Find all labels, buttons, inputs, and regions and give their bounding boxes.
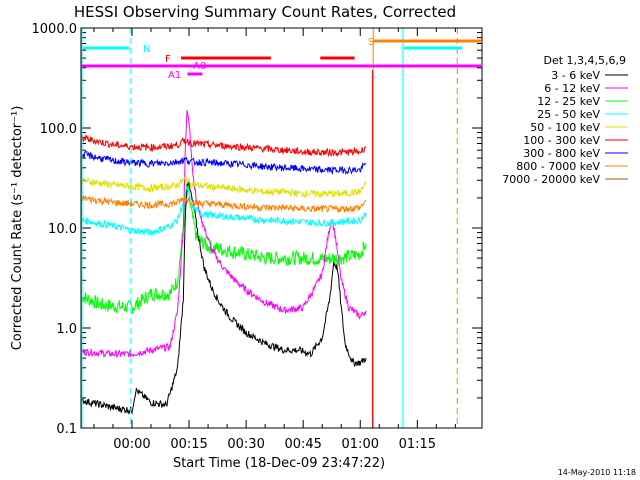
legend-label-1: 6 - 12 keV xyxy=(544,82,600,95)
y-tick-label: 100.0 xyxy=(40,122,77,137)
series-line-6 xyxy=(80,150,367,176)
x-tick-label: 00:00 xyxy=(113,437,150,452)
y-tick-label: 1000.0 xyxy=(32,22,78,37)
footer-timestamp: 14-May-2010 11:18 xyxy=(558,468,636,477)
legend-label-5: 100 - 300 keV xyxy=(523,134,600,147)
night-label: N xyxy=(143,44,150,55)
x-tick-label: 00:15 xyxy=(170,437,207,452)
y-tick-labels: 0.1 1.0 10.0 100.0 1000.0 xyxy=(32,22,78,437)
legend-label-0: 3 - 6 keV xyxy=(551,69,600,82)
x-tick-label: 00:30 xyxy=(227,437,264,452)
y-tick-label: 1.0 xyxy=(56,322,77,337)
x-tick-label: 01:00 xyxy=(342,437,379,452)
legend-label-4: 50 - 100 keV xyxy=(530,121,600,134)
x-tick-label: 00:45 xyxy=(284,437,321,452)
flare-label: F xyxy=(165,54,171,65)
series-line-7 xyxy=(80,195,367,214)
legend-label-3: 25 - 50 keV xyxy=(537,108,600,121)
y-tick-label: 0.1 xyxy=(56,422,77,437)
series-line-2 xyxy=(80,180,367,314)
y-axis-label: Corrected Count Rate (s⁻¹ detector⁻¹) xyxy=(10,106,25,351)
y-tick-label: 10.0 xyxy=(48,222,77,237)
plot-frame xyxy=(80,27,483,429)
legend-label-2: 12 - 25 keV xyxy=(537,95,600,108)
attenuator-label-a0: A0 xyxy=(193,61,206,72)
x-tick-labels: 00:00 00:15 00:30 00:45 01:00 01:15 xyxy=(113,437,436,452)
chart-title: HESSI Observing Summary Count Rates, Cor… xyxy=(74,3,456,21)
series-line-0 xyxy=(80,182,367,415)
series-line-1 xyxy=(80,109,367,358)
saa-label: S xyxy=(368,37,374,48)
legend-title: Det 1,3,4,5,6,9 xyxy=(543,54,626,67)
series-line-4 xyxy=(80,176,367,199)
flags-layer: N F S A0 A1 xyxy=(81,28,481,428)
series-line-5 xyxy=(80,134,367,158)
series-line-3 xyxy=(80,185,367,236)
legend-label-6: 300 - 800 keV xyxy=(523,147,600,160)
series-layer xyxy=(80,109,367,415)
legend-label-7: 800 - 7000 keV xyxy=(516,160,600,173)
x-tick-label: 01:15 xyxy=(399,437,436,452)
legend-label-8: 7000 - 20000 keV xyxy=(502,173,600,186)
x-axis-label: Start Time (18-Dec-09 23:47:22) xyxy=(173,456,385,471)
attenuator-label-a1: A1 xyxy=(168,70,181,81)
